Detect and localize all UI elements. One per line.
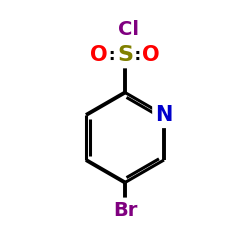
Text: Cl: Cl (118, 20, 139, 40)
Text: O: O (90, 45, 108, 65)
Text: Br: Br (113, 200, 137, 220)
Text: O: O (142, 45, 160, 65)
Text: N: N (155, 105, 173, 125)
Text: S: S (117, 45, 133, 65)
